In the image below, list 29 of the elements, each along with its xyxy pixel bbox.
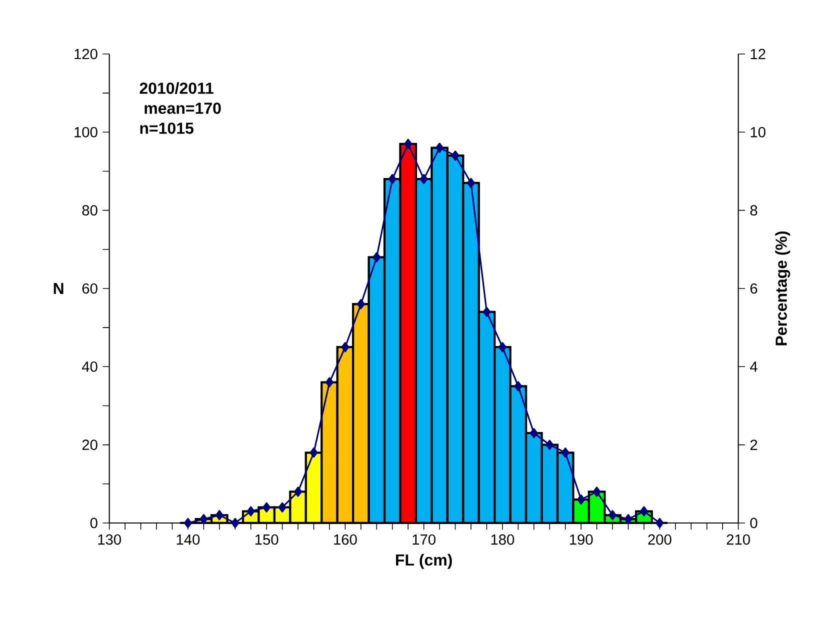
x-tick-label: 200 xyxy=(648,534,672,545)
y2-tick-label: 0 xyxy=(750,518,758,528)
annotation: mean=170 xyxy=(144,102,221,114)
annotation: 2010/2011 xyxy=(140,82,214,94)
x-tick-label: 180 xyxy=(491,534,514,545)
annotation: n=1015 xyxy=(140,122,194,134)
y-tick-label: 120 xyxy=(74,48,98,60)
x-tick-label: 170 xyxy=(412,534,436,545)
y2-tick-label: 8 xyxy=(750,205,758,216)
y-tick-label: 100 xyxy=(74,126,98,138)
x-tick-label: 130 xyxy=(98,534,121,545)
x-tick-label: 190 xyxy=(570,534,593,545)
y-tick-label: 0 xyxy=(90,518,98,528)
y2-tick-label: 2 xyxy=(750,440,758,450)
y2-tick-label: 6 xyxy=(750,283,758,294)
y2-axis-title: Percentage (%) xyxy=(775,232,790,346)
x-tick-label: 150 xyxy=(255,534,278,545)
y-tick-label: 60 xyxy=(82,283,98,294)
y2-tick-label: 12 xyxy=(750,48,766,60)
y-tick-label: 40 xyxy=(82,361,98,372)
x-tick-label: 210 xyxy=(726,534,750,545)
x-tick-label: 140 xyxy=(176,534,200,545)
y2-tick-label: 10 xyxy=(750,126,766,138)
y2-tick-label: 4 xyxy=(750,362,758,372)
y-tick-label: 20 xyxy=(82,440,98,450)
y-tick-label: 80 xyxy=(82,205,98,216)
x-axis-title: FL (cm) xyxy=(396,554,452,569)
x-tick-label: 160 xyxy=(334,534,357,545)
y-axis-title: N xyxy=(54,282,64,294)
